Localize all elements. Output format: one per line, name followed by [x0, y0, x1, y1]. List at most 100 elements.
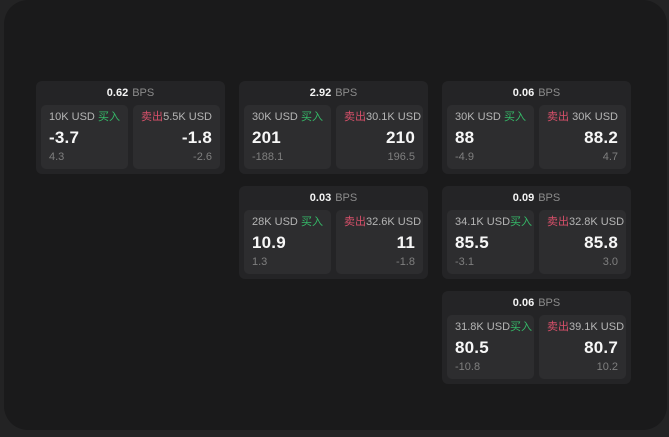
buy-price-value: 80.5 [455, 338, 489, 357]
bps-spread-value: 0.03 [309, 191, 332, 204]
sell-price-value: 80.7 [584, 338, 618, 357]
sell-side-label: 卖出 [547, 216, 569, 228]
sell-delta-value: 10.2 [596, 361, 618, 373]
quote-card[interactable]: 2.92 BPS 30K USD 买入 201 -188.1 卖出 30.1K … [239, 81, 428, 174]
buy-side-label: 买入 [98, 111, 120, 123]
sell-delta-value: -1.8 [396, 256, 415, 268]
sell-side-label: 卖出 [344, 216, 366, 228]
sell-box-header: 卖出 30.1K USD [344, 111, 421, 123]
quote-card[interactable]: 0.62 BPS 10K USD 买入 -3.7 4.3 卖出 5.5K USD… [36, 81, 225, 174]
sell-box-header: 卖出 32.6K USD [344, 216, 421, 228]
buy-box-header: 30K USD 买入 [455, 112, 526, 123]
buy-price-value: 10.9 [252, 233, 286, 252]
buy-box-header: 28K USD 买入 [252, 217, 323, 228]
sell-price-value: 85.8 [584, 233, 618, 252]
buy-quote-box[interactable]: 34.1K USD 买入 85.5 -3.1 [447, 210, 534, 274]
bps-unit-label: BPS [335, 86, 358, 99]
card-header: 0.09 BPS [442, 186, 631, 210]
sell-quote-box[interactable]: 卖出 32.8K USD 85.8 3.0 [539, 210, 626, 274]
quote-card[interactable]: 0.03 BPS 28K USD 买入 10.9 1.3 卖出 32.6K US… [239, 186, 428, 279]
sell-size-label: 39.1K USD [569, 321, 625, 333]
buy-box-header: 34.1K USD 买入 [455, 216, 532, 228]
buy-quote-box[interactable]: 30K USD 买入 88 -4.9 [447, 105, 534, 169]
bps-unit-label: BPS [538, 86, 561, 99]
buy-size-label: 28K USD [252, 216, 298, 228]
buy-delta-value: -4.9 [455, 151, 474, 163]
buy-delta-value: 1.3 [252, 256, 268, 268]
sell-delta-value: 3.0 [602, 256, 618, 268]
card-body: 10K USD 买入 -3.7 4.3 卖出 5.5K USD -1.8 -2.… [36, 105, 225, 174]
sell-quote-box[interactable]: 卖出 39.1K USD 80.7 10.2 [539, 315, 626, 379]
card-body: 34.1K USD 买入 85.5 -3.1 卖出 32.8K USD 85.8… [442, 210, 631, 279]
sell-price-value: 88.2 [584, 128, 618, 147]
bps-spread-value: 0.09 [512, 191, 535, 204]
buy-box-header: 31.8K USD 买入 [455, 321, 532, 333]
sell-price-value: 11 [396, 233, 415, 252]
sell-price-value: 210 [386, 128, 415, 147]
card-header: 2.92 BPS [239, 81, 428, 105]
sell-side-label: 卖出 [547, 111, 569, 123]
sell-size-label: 30K USD [572, 111, 618, 123]
buy-size-label: 34.1K USD [455, 216, 511, 228]
quote-card[interactable]: 0.06 BPS 31.8K USD 买入 80.5 -10.8 卖出 39.1… [442, 291, 631, 384]
buy-quote-box[interactable]: 10K USD 买入 -3.7 4.3 [41, 105, 128, 169]
buy-price-value: -3.7 [49, 128, 80, 147]
card-body: 28K USD 买入 10.9 1.3 卖出 32.6K USD 11 -1.8 [239, 210, 428, 279]
buy-delta-value: -3.1 [455, 256, 474, 268]
buy-price-value: 201 [252, 128, 281, 147]
sell-box-header: 卖出 5.5K USD [141, 112, 212, 123]
sell-size-label: 32.6K USD [366, 216, 422, 228]
buy-box-header: 30K USD 买入 [252, 112, 323, 123]
buy-size-label: 31.8K USD [455, 321, 511, 333]
buy-size-label: 10K USD [49, 111, 95, 123]
sell-size-label: 32.8K USD [569, 216, 625, 228]
bps-unit-label: BPS [538, 191, 561, 204]
card-header: 0.62 BPS [36, 81, 225, 105]
card-header: 0.06 BPS [442, 81, 631, 105]
bps-unit-label: BPS [538, 296, 561, 309]
sell-quote-box[interactable]: 卖出 30K USD 88.2 4.7 [539, 105, 626, 169]
sell-delta-value: -2.6 [193, 151, 212, 163]
buy-delta-value: -188.1 [252, 151, 284, 163]
sell-size-label: 30.1K USD [366, 111, 422, 123]
buy-side-label: 买入 [510, 216, 533, 228]
buy-box-header: 10K USD 买入 [49, 112, 120, 123]
quote-card[interactable]: 0.09 BPS 34.1K USD 买入 85.5 -3.1 卖出 32.8K… [442, 186, 631, 279]
buy-quote-box[interactable]: 30K USD 买入 201 -188.1 [244, 105, 331, 169]
bps-unit-label: BPS [132, 86, 155, 99]
card-body: 30K USD 买入 88 -4.9 卖出 30K USD 88.2 4.7 [442, 105, 631, 174]
sell-box-header: 卖出 39.1K USD [547, 321, 624, 333]
quote-grid: 0.62 BPS 10K USD 买入 -3.7 4.3 卖出 5.5K USD… [36, 81, 631, 384]
sell-quote-box[interactable]: 卖出 32.6K USD 11 -1.8 [336, 210, 423, 274]
buy-side-label: 买入 [301, 216, 323, 228]
card-header: 0.06 BPS [442, 291, 631, 315]
sell-box-header: 卖出 30K USD [547, 112, 618, 123]
card-body: 31.8K USD 买入 80.5 -10.8 卖出 39.1K USD 80.… [442, 315, 631, 384]
sell-quote-box[interactable]: 卖出 30.1K USD 210 196.5 [336, 105, 423, 169]
bps-unit-label: BPS [335, 191, 358, 204]
sell-side-label: 卖出 [141, 111, 163, 123]
card-header: 0.03 BPS [239, 186, 428, 210]
buy-price-value: 85.5 [455, 233, 489, 252]
app-panel: 0.62 BPS 10K USD 买入 -3.7 4.3 卖出 5.5K USD… [4, 0, 667, 430]
sell-delta-value: 4.7 [602, 151, 618, 163]
bps-spread-value: 0.62 [106, 86, 129, 99]
buy-size-label: 30K USD [252, 111, 298, 123]
buy-delta-value: -10.8 [455, 361, 481, 373]
sell-price-value: -1.8 [181, 128, 212, 147]
sell-quote-box[interactable]: 卖出 5.5K USD -1.8 -2.6 [133, 105, 220, 169]
buy-quote-box[interactable]: 31.8K USD 买入 80.5 -10.8 [447, 315, 534, 379]
bps-spread-value: 2.92 [309, 86, 332, 99]
sell-side-label: 卖出 [547, 321, 569, 333]
buy-side-label: 买入 [510, 321, 533, 333]
bps-spread-value: 0.06 [512, 86, 535, 99]
buy-size-label: 30K USD [455, 111, 501, 123]
buy-side-label: 买入 [301, 111, 323, 123]
buy-price-value: 88 [455, 128, 475, 147]
bps-spread-value: 0.06 [512, 296, 535, 309]
sell-side-label: 卖出 [344, 111, 366, 123]
buy-quote-box[interactable]: 28K USD 买入 10.9 1.3 [244, 210, 331, 274]
quote-card[interactable]: 0.06 BPS 30K USD 买入 88 -4.9 卖出 30K USD 8… [442, 81, 631, 174]
sell-box-header: 卖出 32.8K USD [547, 216, 624, 228]
card-body: 30K USD 买入 201 -188.1 卖出 30.1K USD 210 1… [239, 105, 428, 174]
